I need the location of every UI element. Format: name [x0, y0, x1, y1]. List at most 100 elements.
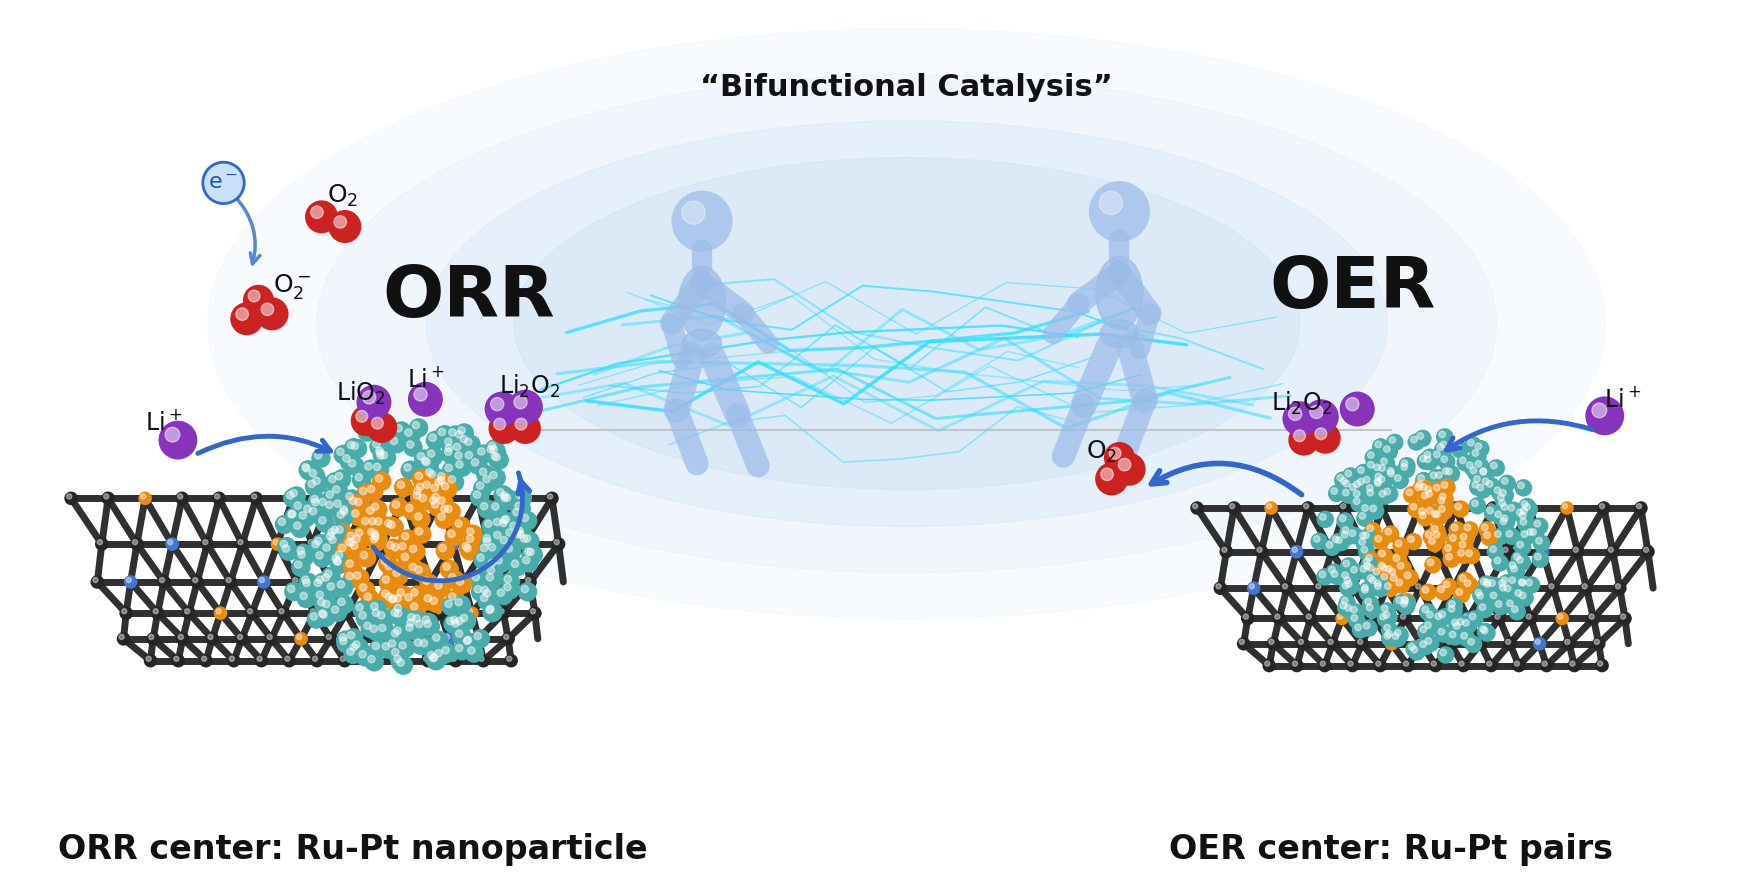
Circle shape	[463, 525, 483, 544]
Circle shape	[1489, 546, 1496, 553]
Circle shape	[1119, 458, 1131, 470]
Circle shape	[1498, 501, 1515, 518]
Circle shape	[416, 528, 423, 535]
Circle shape	[1487, 507, 1494, 514]
Ellipse shape	[515, 158, 1300, 490]
Circle shape	[402, 501, 421, 520]
Circle shape	[1399, 593, 1417, 610]
Circle shape	[1591, 403, 1607, 418]
Circle shape	[1501, 577, 1508, 584]
Circle shape	[342, 537, 354, 551]
Circle shape	[1475, 443, 1482, 449]
Circle shape	[523, 556, 530, 563]
Circle shape	[1470, 478, 1487, 496]
Circle shape	[1526, 529, 1533, 535]
Circle shape	[1422, 606, 1429, 613]
Circle shape	[372, 609, 379, 617]
Circle shape	[248, 290, 261, 302]
Circle shape	[411, 484, 430, 503]
Circle shape	[1455, 547, 1473, 564]
Circle shape	[515, 530, 522, 538]
Circle shape	[488, 413, 520, 444]
Circle shape	[1339, 392, 1374, 426]
Circle shape	[437, 497, 446, 504]
Circle shape	[411, 509, 430, 529]
Circle shape	[1503, 637, 1517, 650]
Circle shape	[285, 657, 291, 661]
Circle shape	[1427, 611, 1433, 618]
Circle shape	[1325, 637, 1339, 650]
Circle shape	[331, 555, 340, 562]
Circle shape	[451, 657, 456, 661]
Circle shape	[300, 592, 307, 600]
Circle shape	[490, 528, 509, 548]
Circle shape	[395, 424, 402, 432]
Circle shape	[1413, 581, 1427, 595]
Circle shape	[416, 483, 423, 491]
Circle shape	[314, 477, 321, 485]
Circle shape	[507, 657, 511, 661]
Circle shape	[335, 551, 344, 558]
Circle shape	[476, 465, 495, 484]
Ellipse shape	[208, 28, 1605, 618]
Circle shape	[354, 499, 361, 506]
Circle shape	[1436, 428, 1454, 446]
Circle shape	[544, 492, 559, 505]
Circle shape	[1433, 548, 1438, 552]
Circle shape	[1522, 576, 1540, 594]
Circle shape	[1373, 470, 1390, 487]
Circle shape	[278, 541, 298, 561]
Circle shape	[671, 190, 733, 252]
Circle shape	[1411, 501, 1425, 515]
Circle shape	[1373, 568, 1380, 575]
Circle shape	[506, 519, 525, 539]
Circle shape	[1415, 472, 1433, 489]
Circle shape	[485, 563, 504, 583]
Circle shape	[1371, 461, 1388, 478]
Circle shape	[411, 488, 430, 508]
Circle shape	[432, 646, 451, 665]
Circle shape	[1385, 583, 1392, 589]
Circle shape	[455, 431, 463, 438]
Circle shape	[439, 643, 458, 663]
Circle shape	[1417, 482, 1424, 488]
Circle shape	[1378, 503, 1383, 509]
Circle shape	[1501, 478, 1508, 485]
Circle shape	[435, 469, 455, 488]
Circle shape	[1364, 571, 1381, 589]
Circle shape	[456, 630, 463, 637]
Circle shape	[446, 464, 453, 471]
Circle shape	[442, 597, 462, 617]
Circle shape	[1406, 641, 1424, 657]
Circle shape	[1299, 640, 1304, 644]
Circle shape	[372, 471, 391, 491]
Circle shape	[300, 462, 319, 481]
Circle shape	[351, 542, 358, 549]
Circle shape	[426, 494, 446, 513]
Circle shape	[148, 634, 153, 640]
Circle shape	[1249, 584, 1255, 589]
Circle shape	[171, 654, 185, 667]
Circle shape	[481, 595, 488, 602]
Circle shape	[553, 540, 559, 545]
Circle shape	[1441, 456, 1448, 462]
Circle shape	[1367, 502, 1385, 519]
Circle shape	[1096, 462, 1128, 495]
Circle shape	[379, 540, 384, 545]
Circle shape	[1339, 528, 1357, 546]
Circle shape	[453, 457, 472, 477]
Circle shape	[1454, 616, 1471, 633]
Circle shape	[426, 594, 446, 613]
Circle shape	[478, 447, 485, 455]
Circle shape	[326, 578, 331, 583]
Circle shape	[1373, 658, 1387, 672]
Circle shape	[1367, 525, 1374, 532]
Circle shape	[1454, 623, 1461, 629]
Circle shape	[1364, 558, 1371, 565]
Circle shape	[463, 637, 470, 645]
Circle shape	[1360, 619, 1378, 637]
Circle shape	[1320, 571, 1325, 578]
Circle shape	[116, 632, 130, 646]
Circle shape	[1573, 548, 1579, 552]
Circle shape	[1367, 564, 1374, 571]
